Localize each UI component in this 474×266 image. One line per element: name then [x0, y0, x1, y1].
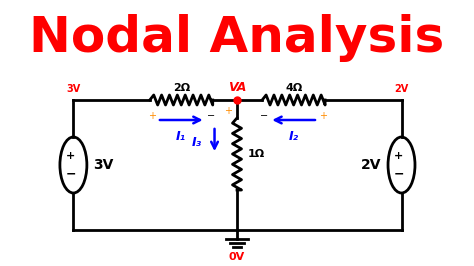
- Text: −: −: [65, 168, 76, 181]
- Text: 2Ω: 2Ω: [173, 83, 190, 93]
- Text: +: +: [147, 111, 155, 121]
- Text: I₃: I₃: [192, 135, 202, 148]
- Text: +: +: [66, 151, 75, 161]
- Text: 0V: 0V: [229, 252, 245, 262]
- Text: −: −: [207, 111, 215, 121]
- Text: −: −: [260, 111, 268, 121]
- Text: I₁: I₁: [176, 130, 186, 143]
- Text: 4Ω: 4Ω: [285, 83, 302, 93]
- Text: +: +: [394, 151, 403, 161]
- Text: 3V: 3V: [66, 84, 81, 94]
- Text: +: +: [319, 111, 328, 121]
- Text: 1Ω: 1Ω: [248, 149, 265, 159]
- Text: −: −: [393, 168, 404, 181]
- Text: +: +: [224, 106, 232, 116]
- Text: I₂: I₂: [289, 130, 299, 143]
- Text: 3V: 3V: [93, 158, 114, 172]
- Text: Nodal Analysis: Nodal Analysis: [29, 14, 445, 62]
- Text: 2V: 2V: [394, 84, 409, 94]
- Text: VA: VA: [228, 81, 246, 94]
- Text: 2V: 2V: [361, 158, 382, 172]
